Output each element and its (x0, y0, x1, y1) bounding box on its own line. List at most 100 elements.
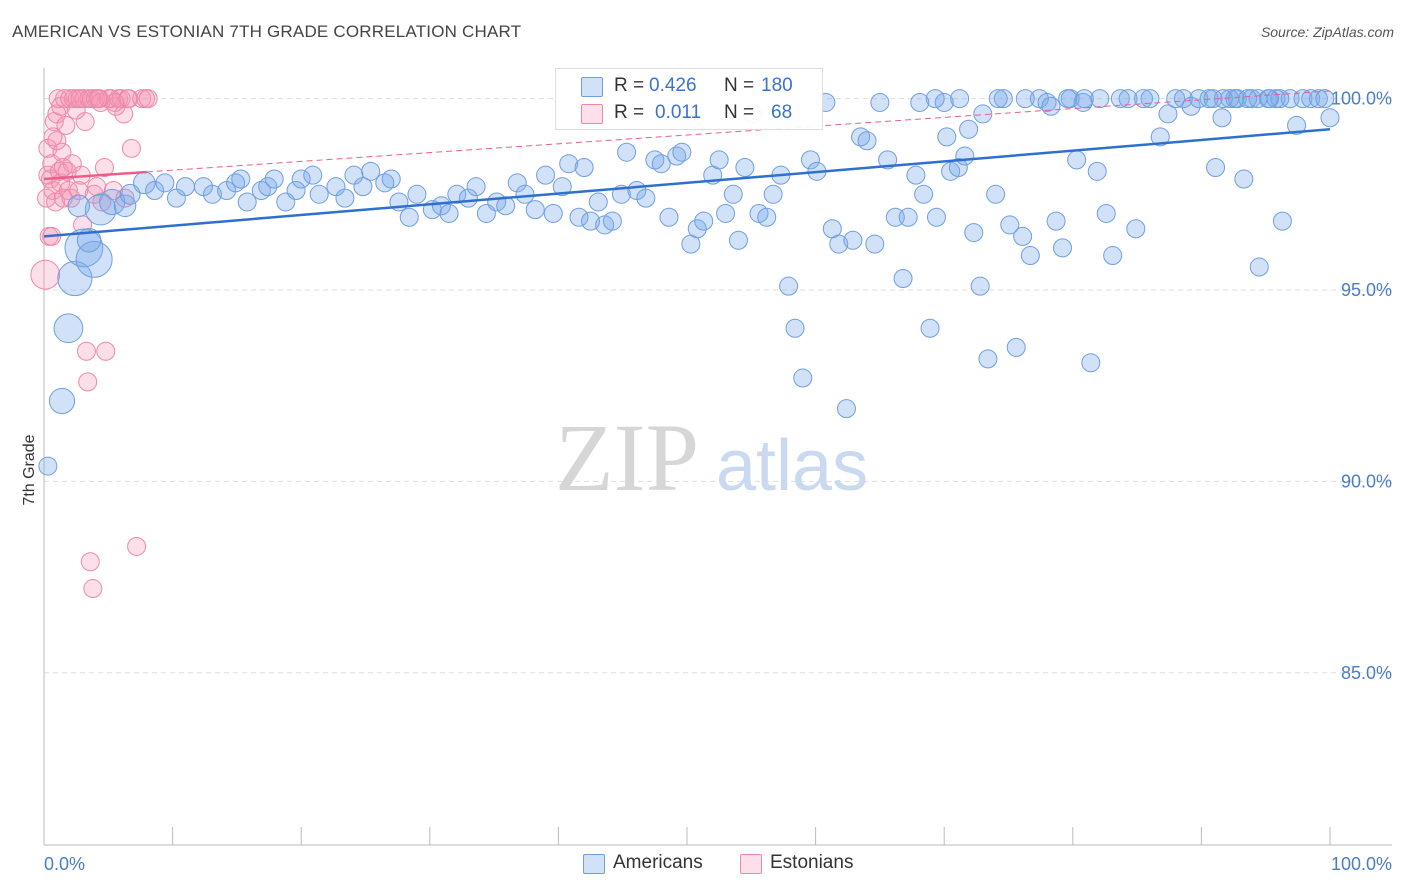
american-point (574, 158, 594, 178)
watermark: ZIP atlas (555, 404, 868, 511)
american-point (1150, 127, 1170, 147)
american-point (309, 184, 329, 204)
american-point (723, 184, 743, 204)
estonian-point (53, 158, 73, 178)
american-point (800, 150, 820, 170)
americans-trendline (43, 127, 1331, 238)
american-point (948, 158, 968, 178)
tick-labels: 85.0% 90.0% 95.0% 100.0% 0.0% 100.0% (44, 89, 1392, 874)
american-point (335, 188, 355, 208)
americans-n-label: N = (724, 75, 755, 96)
american-point (1053, 238, 1073, 258)
american-point (672, 142, 692, 162)
american-point (602, 211, 622, 231)
american-point (757, 207, 777, 227)
american-point (1081, 353, 1101, 373)
american-point (1087, 161, 1107, 181)
american-point (258, 177, 278, 197)
american-point (1103, 246, 1123, 266)
chart-title: AMERICAN VS ESTONIAN 7TH GRADE CORRELATI… (12, 22, 522, 41)
american-point (716, 203, 736, 223)
american-point (898, 207, 918, 227)
american-point (986, 184, 1006, 204)
axes-layer (43, 68, 1392, 846)
american-point (581, 211, 601, 231)
american-point (155, 173, 175, 193)
american-point (1173, 89, 1193, 109)
american-point (536, 165, 556, 185)
estonian-point (47, 131, 67, 151)
american-point (559, 154, 579, 174)
american-point (779, 276, 799, 296)
americans-swatch (581, 77, 603, 97)
american-point (48, 387, 76, 415)
american-point (38, 456, 58, 476)
american-point (64, 228, 104, 268)
estonians-trendline-solid (43, 170, 147, 181)
american-point (1189, 89, 1209, 109)
estonian-point (78, 372, 98, 392)
estonian-point (75, 112, 95, 132)
bottom-legend-americans-label: Americans (613, 852, 703, 873)
estonian-point (43, 180, 63, 200)
american-point (1225, 89, 1245, 109)
american-point (381, 169, 401, 189)
americans-r-label: R = (614, 75, 645, 96)
american-point (67, 194, 91, 218)
american-point (1110, 89, 1130, 109)
american-point (569, 207, 589, 227)
american-point (1041, 96, 1061, 116)
american-point (552, 177, 572, 197)
watermark-atlas: atlas (716, 426, 868, 506)
american-point (515, 184, 535, 204)
american-point (793, 368, 813, 388)
american-point (964, 223, 984, 243)
estonians-series (30, 89, 158, 599)
american-point (1308, 89, 1328, 109)
american-point (763, 184, 783, 204)
american-point (1140, 89, 1160, 109)
american-point (785, 318, 805, 338)
american-point (447, 184, 467, 204)
y-axis-label: 7th Grade (21, 434, 38, 505)
american-point (910, 92, 930, 112)
watermark-zip: ZIP (555, 404, 699, 511)
american-point (926, 207, 946, 227)
american-point (988, 89, 1008, 109)
american-point (920, 318, 940, 338)
american-point (507, 173, 527, 193)
american-point (937, 127, 957, 147)
american-point (925, 89, 945, 109)
american-point (75, 240, 113, 278)
american-point (636, 188, 656, 208)
estonian-point (88, 89, 108, 109)
source-label: Source: ZipAtlas.com (1260, 24, 1394, 40)
american-point (439, 203, 459, 223)
american-point (1037, 92, 1057, 112)
american-point (1020, 246, 1040, 266)
american-point (466, 177, 486, 197)
american-point (84, 193, 117, 226)
american-point (667, 146, 687, 166)
american-point (617, 142, 637, 162)
american-point (1118, 89, 1138, 109)
x-tick-label: 100.0% (1331, 854, 1392, 874)
american-point (973, 104, 993, 124)
american-point (1126, 219, 1146, 239)
estonian-point (69, 180, 89, 200)
american-point (709, 150, 729, 170)
american-point (1320, 108, 1340, 128)
american-point (1006, 337, 1026, 357)
american-point (1301, 89, 1321, 109)
bottom-legend-americans-swatch (583, 854, 605, 874)
american-point (1015, 89, 1035, 109)
estonian-point (76, 341, 96, 361)
american-point (970, 276, 990, 296)
american-point (955, 146, 975, 166)
y-tick-label: 85.0% (1341, 663, 1392, 683)
american-point (878, 150, 898, 170)
estonian-point (92, 192, 112, 212)
estonian-point (58, 180, 78, 200)
estonians-r-label: R = (614, 102, 645, 123)
estonians-trendline-dashed (146, 90, 1331, 173)
